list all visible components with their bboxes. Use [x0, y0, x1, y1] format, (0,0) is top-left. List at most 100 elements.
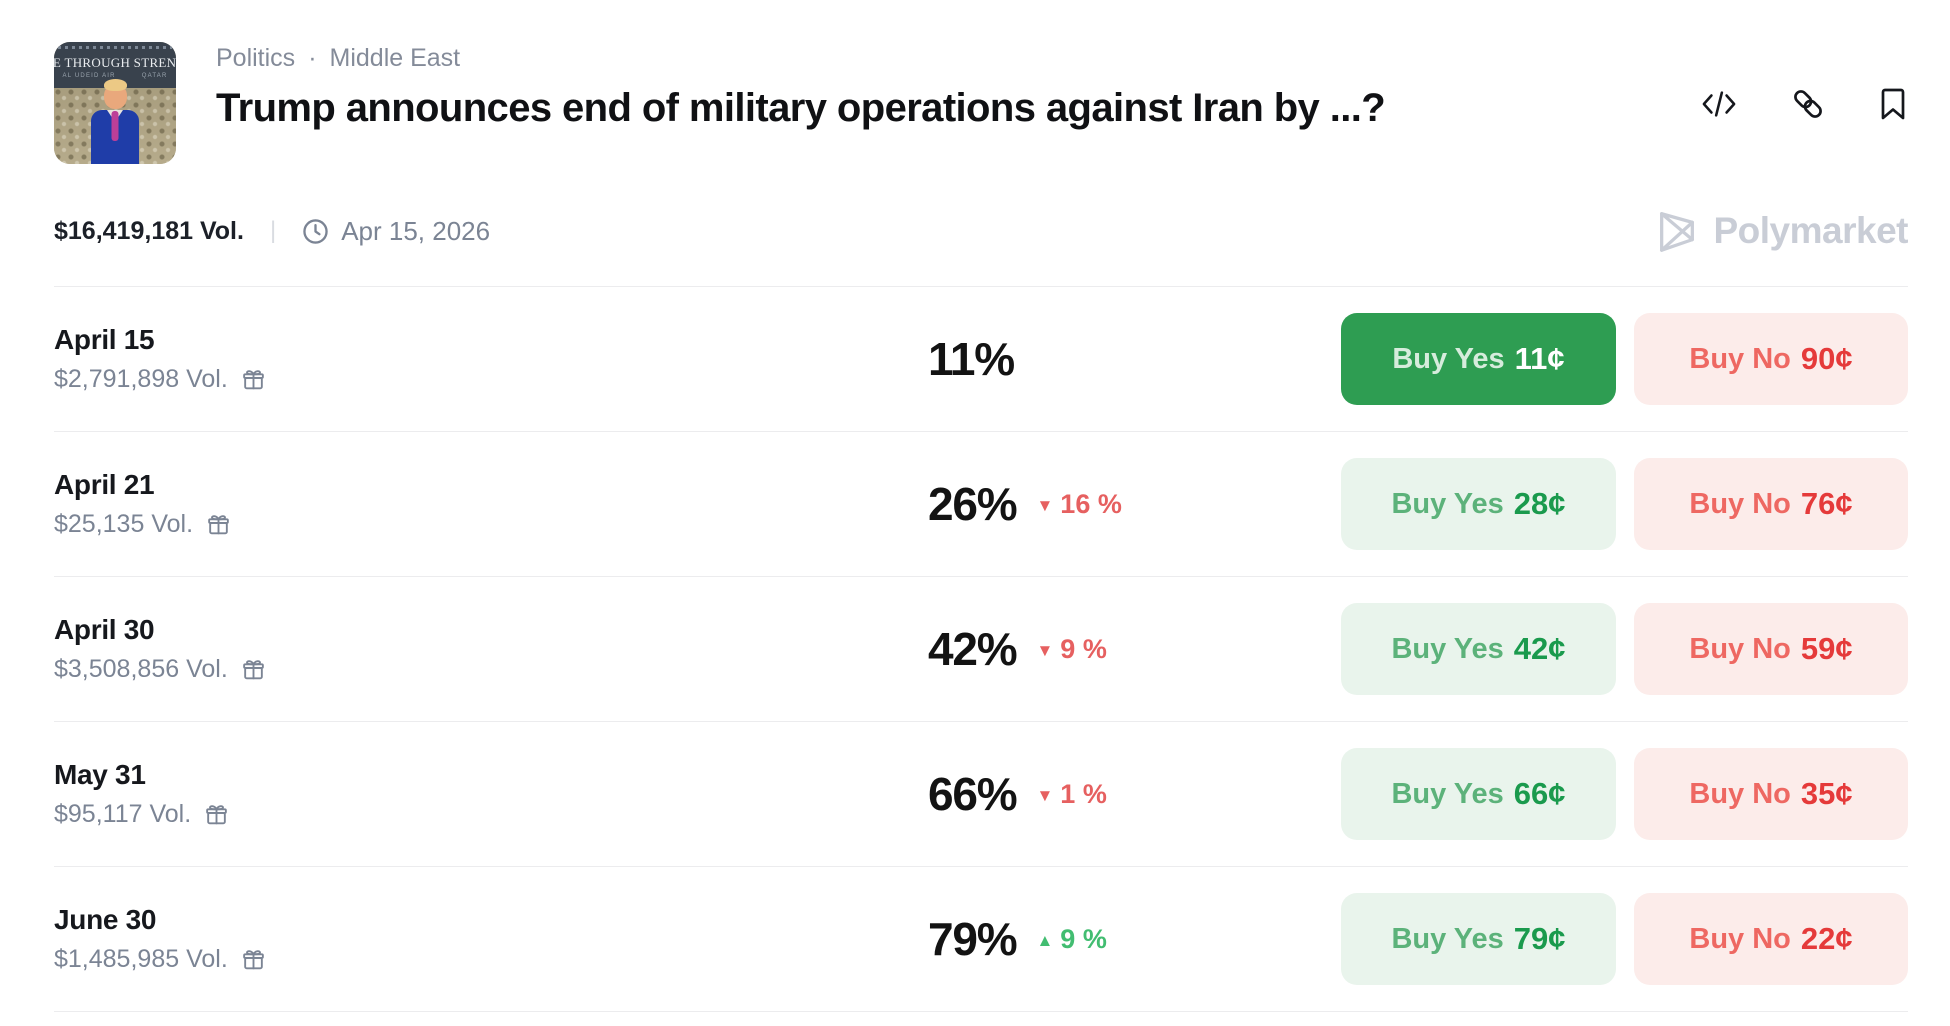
- outcome-label: April 21: [54, 469, 155, 500]
- copy-link-button[interactable]: [1790, 86, 1826, 122]
- bookmark-button[interactable]: [1878, 86, 1908, 122]
- buy-yes-label: Buy Yes: [1392, 342, 1505, 375]
- thumbnail-banner-text: CE THROUGH STRENG: [54, 54, 176, 70]
- outcome-volume-row: $3,508,856 Vol.: [54, 655, 928, 684]
- buy-no-label: Buy No: [1689, 342, 1791, 375]
- buy-no-button[interactable]: Buy No 90¢: [1634, 313, 1908, 405]
- polymarket-wordmark: Polymarket: [1713, 210, 1909, 251]
- change-value: 9 %: [1060, 923, 1107, 954]
- outcome-info: April 21 $25,135 Vol.: [54, 469, 928, 539]
- change-indicator: ▼ 9 %: [1036, 634, 1106, 665]
- buy-no-button[interactable]: Buy No 35¢: [1634, 748, 1908, 840]
- buy-no-label: Buy No: [1689, 632, 1791, 665]
- buy-no-price: 59¢: [1800, 631, 1853, 666]
- outcome-volume-row: $25,135 Vol.: [54, 510, 928, 539]
- outcome-volume-row: $2,791,898 Vol.: [54, 365, 928, 394]
- buy-yes-button[interactable]: Buy Yes 11¢: [1341, 313, 1616, 405]
- change-arrow-icon: ▼: [1036, 785, 1054, 805]
- buy-yes-button[interactable]: Buy Yes 28¢: [1341, 458, 1616, 550]
- outcome-row: May 31 $95,117 Vol. 66% ▼ 1 %: [54, 721, 1908, 866]
- stats-row: $16,419,181 Vol. | Apr 15, 2026 Polymark…: [54, 206, 1908, 256]
- breadcrumb-separator: ·: [308, 44, 317, 72]
- buy-yes-price: 11¢: [1514, 341, 1565, 376]
- chance-value: 11%: [928, 333, 1015, 385]
- clock-icon: [302, 218, 329, 245]
- chance-value: 66%: [928, 768, 1018, 820]
- bookmark-icon: [1878, 88, 1908, 125]
- code-icon: [1700, 91, 1738, 124]
- outcome-info: May 31 $95,117 Vol.: [54, 759, 928, 829]
- outcome-label: April 15: [54, 324, 155, 355]
- thumbnail-person-figure: [91, 79, 139, 164]
- market-header: CE THROUGH STRENG AL UDEID AIR QATAR Pol…: [54, 42, 1908, 164]
- chance-cell: 66% ▼ 1 %: [928, 767, 1341, 821]
- change-indicator: ▼ 16 %: [1036, 489, 1121, 520]
- buy-yes-price: 66¢: [1513, 776, 1566, 811]
- buy-no-price: 76¢: [1800, 486, 1853, 521]
- buy-no-price: 22¢: [1800, 921, 1853, 956]
- outcome-volume: $2,791,898 Vol.: [54, 365, 228, 393]
- outcome-label: June 30: [54, 904, 157, 935]
- banner-sub-right: QATAR: [141, 72, 168, 79]
- end-date: Apr 15, 2026: [341, 215, 491, 246]
- buy-yes-button[interactable]: Buy Yes 66¢: [1341, 748, 1616, 840]
- gift-icon[interactable]: [241, 657, 266, 682]
- buy-yes-price: 28¢: [1513, 486, 1566, 521]
- outcome-volume-row: $1,485,985 Vol.: [54, 945, 928, 974]
- embed-code-button[interactable]: [1700, 87, 1738, 121]
- outcomes-list: April 15 $2,791,898 Vol. 11%: [54, 286, 1908, 1012]
- breadcrumb-category[interactable]: Politics: [216, 44, 296, 72]
- outcome-info: June 30 $1,485,985 Vol.: [54, 904, 928, 974]
- gift-icon[interactable]: [241, 367, 266, 392]
- buy-no-button[interactable]: Buy No 22¢: [1634, 893, 1908, 985]
- chance-value: 79%: [928, 913, 1018, 965]
- chance-value: 42%: [928, 623, 1018, 675]
- change-indicator: ▲ 9 %: [1036, 924, 1106, 955]
- outcome-volume: $1,485,985 Vol.: [54, 945, 228, 973]
- header-text: Politics · Middle East Trump announces e…: [216, 42, 1386, 131]
- outcome-label: May 31: [54, 759, 146, 790]
- buy-no-label: Buy No: [1689, 922, 1791, 955]
- thumbnail-banner: CE THROUGH STRENG AL UDEID AIR QATAR: [54, 42, 176, 88]
- buy-no-price: 35¢: [1800, 776, 1853, 811]
- outcome-volume: $95,117 Vol.: [54, 800, 192, 828]
- buy-no-button[interactable]: Buy No 76¢: [1634, 458, 1908, 550]
- change-value: 16 %: [1060, 488, 1122, 519]
- change-arrow-icon: ▲: [1036, 930, 1054, 950]
- outcome-row: April 30 $3,508,856 Vol. 42% ▼ 9 %: [54, 576, 1908, 721]
- chance-cell: 11%: [928, 332, 1341, 386]
- header-actions: [1700, 42, 1908, 122]
- buy-yes-button[interactable]: Buy Yes 79¢: [1341, 893, 1616, 985]
- outcome-volume: $3,508,856 Vol.: [54, 655, 228, 683]
- buy-yes-label: Buy Yes: [1391, 487, 1504, 520]
- buy-no-button[interactable]: Buy No 59¢: [1634, 603, 1908, 695]
- buy-yes-label: Buy Yes: [1391, 922, 1504, 955]
- outcome-label: April 30: [54, 614, 155, 645]
- buy-yes-label: Buy Yes: [1391, 632, 1504, 665]
- stats-divider: |: [269, 217, 277, 244]
- link-icon: [1790, 90, 1826, 125]
- chance-cell: 42% ▼ 9 %: [928, 622, 1341, 676]
- change-arrow-icon: ▼: [1036, 640, 1054, 660]
- buy-yes-price: 79¢: [1513, 921, 1566, 956]
- change-arrow-icon: ▼: [1036, 495, 1054, 515]
- breadcrumb-region[interactable]: Middle East: [329, 44, 461, 72]
- outcome-row: April 15 $2,791,898 Vol. 11%: [54, 286, 1908, 431]
- gift-icon[interactable]: [204, 802, 229, 827]
- outcome-row: April 21 $25,135 Vol. 26% ▼ 16 %: [54, 431, 1908, 576]
- total-volume: $16,419,181 Vol.: [54, 216, 244, 245]
- outcome-info: April 30 $3,508,856 Vol.: [54, 614, 928, 684]
- polymarket-brand[interactable]: Polymarket: [1654, 206, 1909, 256]
- polymarket-logo-icon: [1654, 206, 1700, 256]
- breadcrumb: Politics · Middle East: [216, 44, 1385, 73]
- gift-icon[interactable]: [206, 512, 231, 537]
- buy-yes-price: 42¢: [1513, 631, 1566, 666]
- market-thumbnail: CE THROUGH STRENG AL UDEID AIR QATAR: [54, 42, 176, 164]
- outcome-row: June 30 $1,485,985 Vol. 79% ▲ 9 %: [54, 866, 1908, 1012]
- gift-icon[interactable]: [241, 947, 266, 972]
- banner-sub-left: AL UDEID AIR: [62, 72, 116, 79]
- outcome-info: April 15 $2,791,898 Vol.: [54, 324, 928, 394]
- change-value: 1 %: [1060, 778, 1107, 809]
- buy-yes-button[interactable]: Buy Yes 42¢: [1341, 603, 1616, 695]
